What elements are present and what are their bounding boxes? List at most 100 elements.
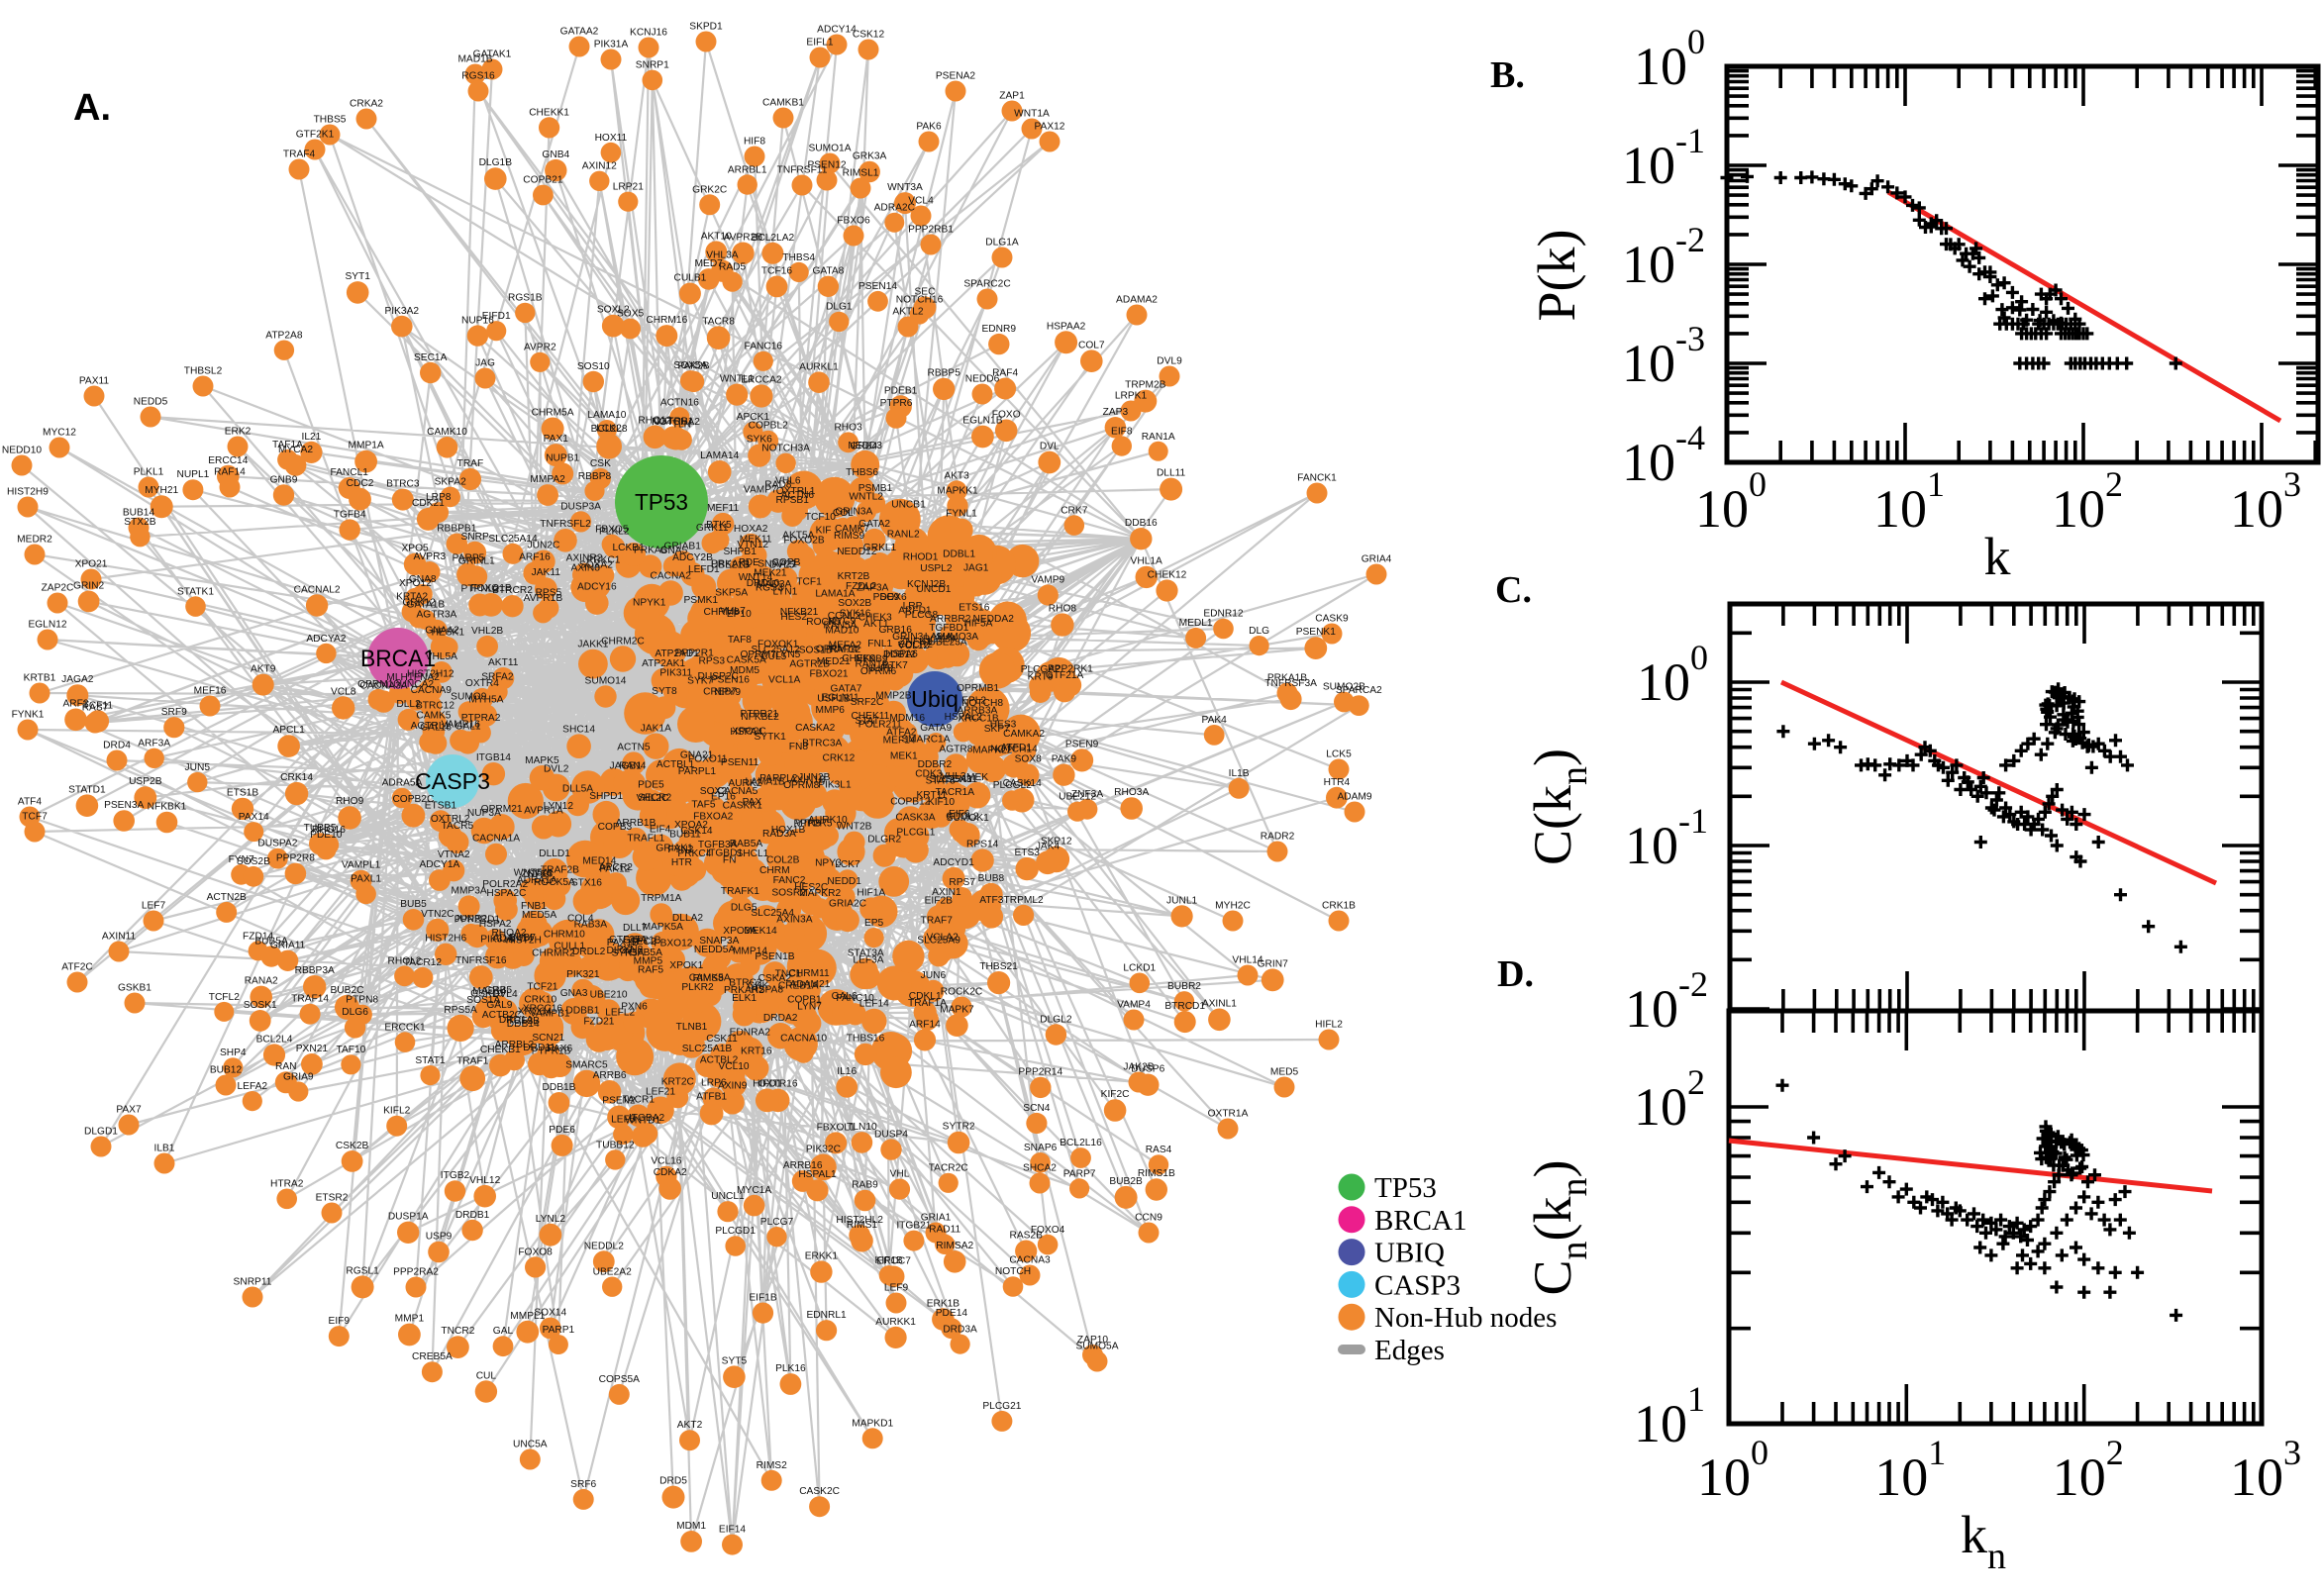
svg-text:EIF14: EIF14: [719, 1525, 747, 1536]
svg-text:SCN3: SCN3: [945, 774, 972, 785]
svg-text:PIK321: PIK321: [566, 969, 600, 980]
svg-text:WNT2B: WNT2B: [837, 822, 872, 833]
svg-text:TNC1: TNC1: [775, 968, 802, 979]
svg-text:LRP21: LRP21: [613, 182, 644, 193]
svg-text:PTPRA2: PTPRA2: [461, 713, 501, 724]
svg-text:ZAP2C: ZAP2C: [42, 583, 74, 594]
svg-text:CUL: CUL: [476, 1370, 497, 1381]
svg-text:VHL1A: VHL1A: [1131, 556, 1162, 567]
svg-text:CCN9: CCN9: [1135, 1213, 1162, 1224]
svg-text:FBXOA2: FBXOA2: [693, 812, 734, 823]
svg-text:GRKL1: GRKL1: [863, 543, 897, 553]
svg-text:ARRB1B: ARRB1B: [616, 818, 656, 829]
svg-text:VAMPL1: VAMPL1: [342, 860, 381, 871]
svg-text:GRB4: GRB4: [850, 441, 877, 451]
svg-text:LYNL2: LYNL2: [536, 1214, 566, 1225]
svg-text:ERCCA2: ERCCA2: [741, 374, 782, 385]
svg-text:LAMA14: LAMA14: [700, 450, 739, 461]
svg-text:FANCK1: FANCK1: [1297, 473, 1337, 484]
svg-text:BUB5: BUB5: [400, 899, 427, 910]
svg-text:PPP2R1: PPP2R1: [675, 648, 714, 658]
svg-text:PXN21: PXN21: [296, 1044, 329, 1054]
svg-text:FBXO12: FBXO12: [654, 938, 692, 948]
svg-text:LAMA1A: LAMA1A: [815, 589, 855, 600]
svg-text:DDB14: DDB14: [507, 1019, 540, 1030]
svg-text:KRT16: KRT16: [741, 1046, 772, 1056]
svg-text:JAG1: JAG1: [963, 562, 989, 573]
svg-text:ADCYD1: ADCYD1: [933, 857, 974, 868]
svg-text:SYK16: SYK16: [840, 608, 871, 619]
svg-text:ZNF3A: ZNF3A: [1071, 789, 1103, 800]
svg-text:ARRB3A: ARRB3A: [958, 706, 998, 717]
svg-text:ADCYA2: ADCYA2: [306, 634, 346, 645]
svg-text:THBS5: THBS5: [314, 115, 347, 126]
svg-text:ADCY14: ADCY14: [817, 25, 857, 36]
svg-text:SEC2: SEC2: [630, 937, 656, 948]
svg-text:DRDL2: DRDL2: [572, 947, 606, 957]
svg-text:LEFL2: LEFL2: [605, 1007, 635, 1018]
svg-text:EIF1B: EIF1B: [749, 1293, 777, 1304]
svg-text:SUMO1A: SUMO1A: [808, 144, 851, 154]
svg-text:NUPL1: NUPL1: [176, 469, 209, 480]
svg-text:SMARC5: SMARC5: [565, 1060, 608, 1071]
svg-text:P(k): P(k): [1527, 230, 1586, 322]
svg-text:TRAF7: TRAF7: [921, 916, 954, 927]
svg-text:MED7: MED7: [695, 258, 724, 269]
svg-text:PSENK1: PSENK1: [1296, 627, 1337, 638]
svg-text:THBSL2: THBSL2: [184, 366, 223, 377]
svg-text:KRTB1: KRTB1: [24, 673, 56, 684]
svg-text:BUB14: BUB14: [123, 508, 155, 519]
svg-text:TNFRSF3A: TNFRSF3A: [1264, 678, 1317, 689]
svg-text:COPB: COPB: [772, 557, 801, 568]
svg-text:BTRC3: BTRC3: [386, 479, 420, 490]
svg-text:FBXO5: FBXO5: [595, 525, 629, 536]
svg-text:JAKK1: JAKK1: [577, 640, 608, 650]
svg-text:FNA2: FNA2: [414, 672, 440, 683]
svg-text:SMARC1A: SMARC1A: [901, 735, 950, 746]
svg-text:RHOL2: RHOL2: [388, 955, 422, 966]
svg-text:RAF14: RAF14: [214, 467, 246, 478]
svg-text:TCF11: TCF11: [83, 700, 114, 711]
svg-text:TRAFL1: TRAFL1: [627, 834, 664, 845]
svg-text:PTPNL2: PTPNL2: [460, 584, 499, 595]
svg-text:CSKA2: CSKA2: [758, 973, 792, 984]
svg-text:UBE210: UBE210: [590, 989, 628, 1000]
svg-text:AGTR2B: AGTR2B: [789, 659, 830, 670]
svg-text:FYNL1: FYNL1: [946, 509, 977, 520]
svg-text:ADCY2B: ADCY2B: [672, 552, 713, 563]
svg-text:MAPKL2: MAPKL2: [972, 746, 1013, 756]
svg-text:AVPR1A: AVPR1A: [524, 805, 563, 816]
svg-text:PLKL1: PLKL1: [134, 467, 164, 478]
svg-text:CHRM5A: CHRM5A: [532, 408, 574, 419]
svg-text:RPS3: RPS3: [698, 655, 725, 666]
svg-text:GRIN2: GRIN2: [73, 581, 104, 592]
svg-text:TRAF2B: TRAF2B: [541, 864, 579, 875]
svg-text:WNT1A: WNT1A: [1014, 109, 1050, 120]
svg-text:DLG: DLG: [1249, 626, 1269, 637]
svg-text:KIF1B: KIF1B: [875, 1255, 904, 1266]
svg-text:CHRM16: CHRM16: [646, 315, 687, 326]
svg-text:USP9: USP9: [426, 1232, 453, 1243]
svg-text:SOX5: SOX5: [617, 309, 645, 320]
svg-text:KRT2C: KRT2C: [661, 1076, 694, 1087]
svg-text:MAPK5A: MAPK5A: [643, 922, 684, 933]
svg-text:PAX6: PAX6: [548, 1044, 573, 1054]
svg-text:PLCG8: PLCG8: [905, 610, 939, 621]
svg-text:BCL2L8: BCL2L8: [591, 424, 628, 435]
svg-text:FOXO: FOXO: [992, 410, 1021, 421]
svg-text:MAD14: MAD14: [472, 986, 506, 997]
svg-text:PDE: PDE: [739, 557, 759, 568]
svg-text:MMP1: MMP1: [395, 1314, 425, 1325]
svg-text:GRIA9: GRIA9: [283, 1071, 314, 1082]
svg-text:NUP8: NUP8: [866, 663, 894, 674]
svg-text:GNA5: GNA5: [660, 546, 688, 556]
svg-text:IL1B: IL1B: [1229, 768, 1250, 779]
svg-text:XPO2C: XPO2C: [732, 726, 766, 737]
svg-text:CASP3: CASP3: [1374, 1269, 1461, 1301]
svg-text:RAD3A: RAD3A: [762, 829, 796, 840]
svg-text:ACTN16: ACTN16: [660, 397, 699, 408]
svg-text:JAK11: JAK11: [532, 567, 561, 578]
svg-text:LCK7: LCK7: [835, 859, 860, 870]
svg-text:RPS5: RPS5: [536, 588, 562, 599]
svg-text:DRDB1: DRDB1: [455, 1210, 490, 1221]
